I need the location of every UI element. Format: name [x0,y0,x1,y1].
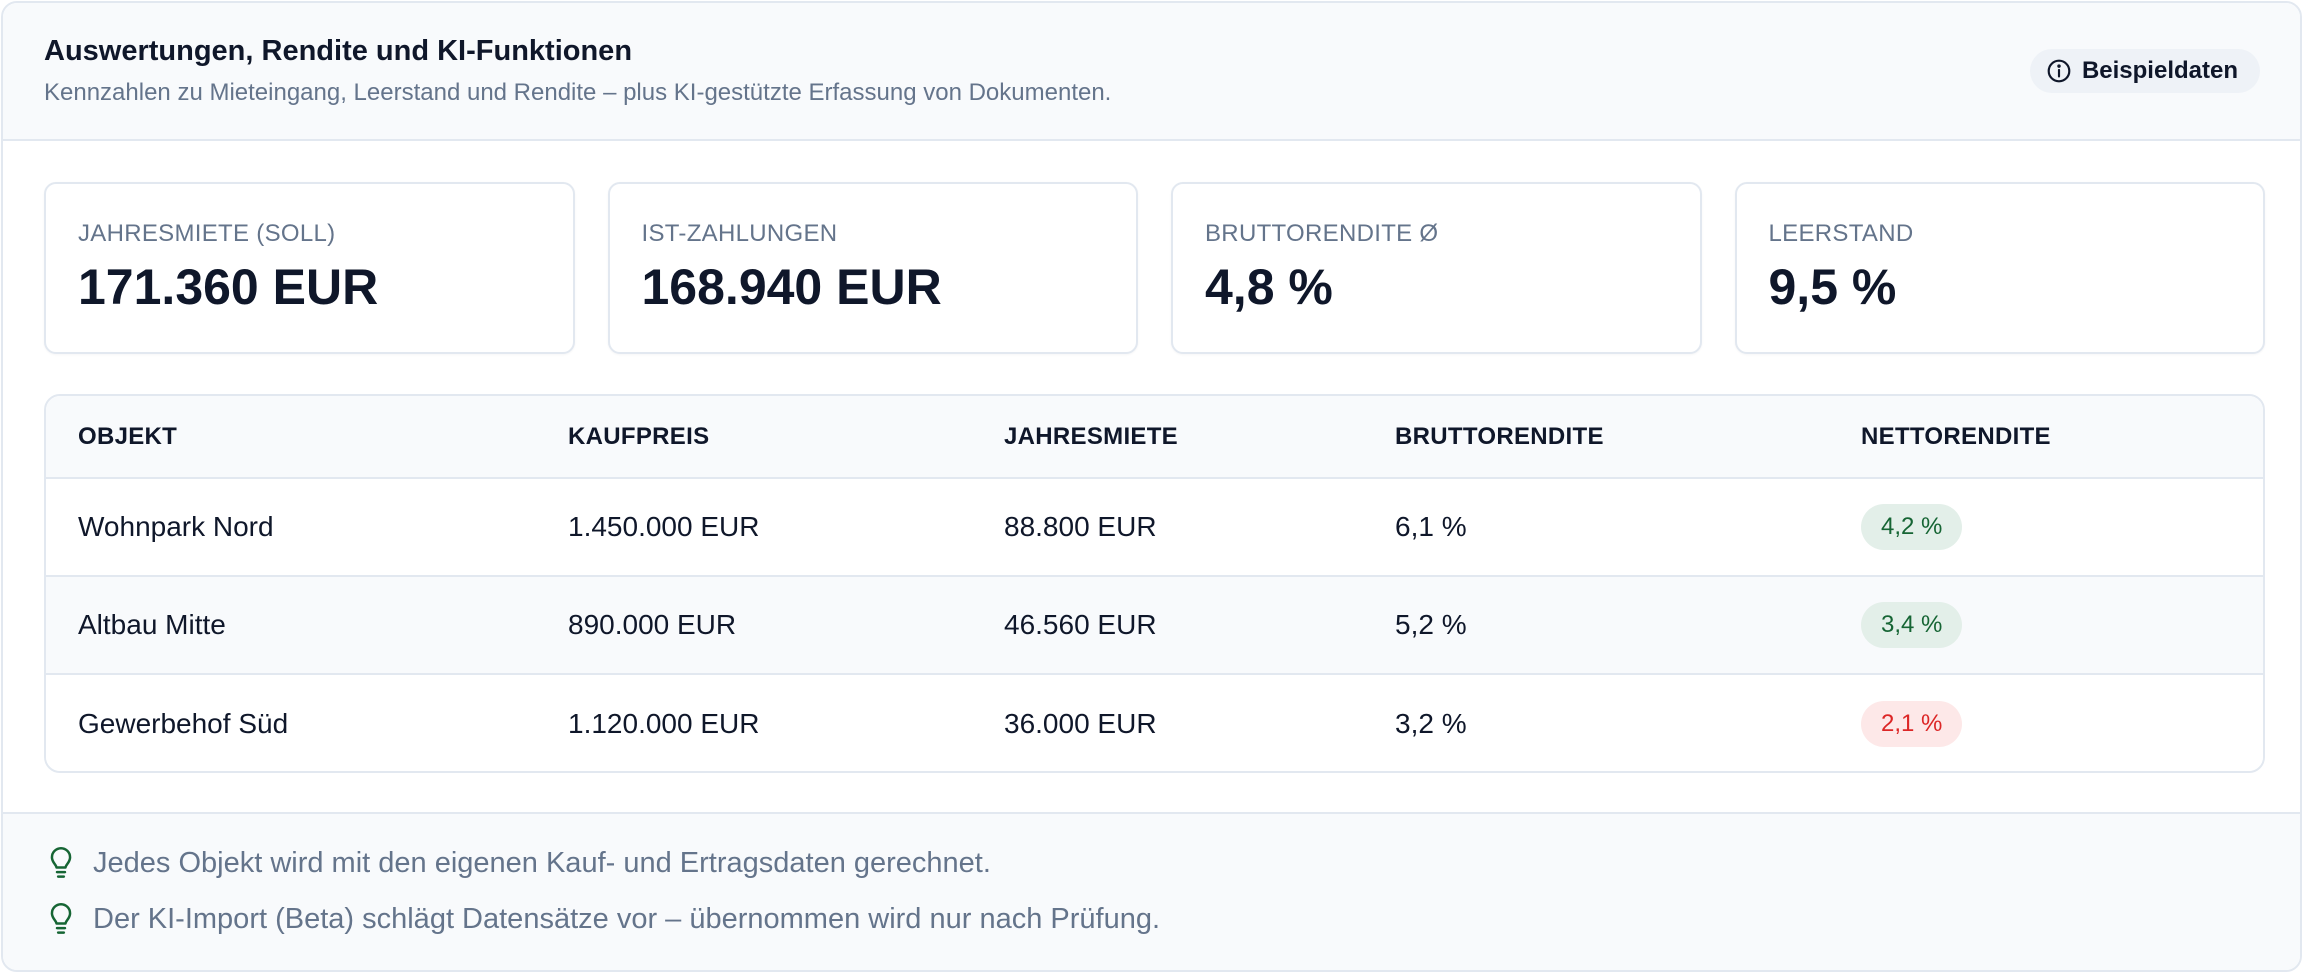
cell-nettorendite: 3,4 % [1861,577,1963,673]
net-yield-badge: 3,4 % [1861,602,1963,648]
cell-jahresmiete: 36.000 EUR [1004,708,1157,739]
cell-nettorendite: 2,1 % [1861,675,1963,771]
page-title: Auswertungen, Rendite und KI-Funktionen [44,35,633,67]
hint-item: Jedes Objekt wird mit den eigenen Kauf- … [47,846,991,880]
column-header-bruttorendite[interactable]: BRUTTORENDITE [1395,422,1604,450]
page-subtitle: Kennzahlen zu Mieteingang, Leerstand und… [44,79,1112,106]
info-icon [2047,59,2071,83]
cell-bruttorendite: 5,2 % [1395,609,1467,640]
lightbulb-icon [50,847,72,878]
net-yield-badge: 2,1 % [1861,701,1963,747]
kpi-card-vacancy: LEERSTAND 9,5 % [1734,182,2265,354]
panel-header: Auswertungen, Rendite und KI-Funktionen … [3,3,2300,141]
yield-table: OBJEKT KAUFPREIS JAHRESMIETE BRUTTORENDI… [44,394,2265,773]
cell-kaufpreis: 1.450.000 EUR [568,511,760,542]
kpi-row: JAHRESMIETE (SOLL) 171.360 EUR IST-ZAHLU… [44,182,2265,354]
kpi-value: 4,8 % [1205,259,1333,315]
table-row[interactable]: Gewerbehof Süd 1.120.000 EUR 36.000 EUR … [46,675,2263,771]
cell-jahresmiete: 88.800 EUR [1004,511,1157,542]
table-row[interactable]: Wohnpark Nord 1.450.000 EUR 88.800 EUR 6… [46,479,2263,577]
cell-bruttorendite: 6,1 % [1395,511,1467,542]
net-yield-badge: 4,2 % [1861,504,1963,550]
lightbulb-icon [50,903,72,934]
sample-data-badge-label: Beispieldaten [2081,57,2238,84]
column-header-jahresmiete[interactable]: JAHRESMIETE [1004,422,1178,450]
kpi-card-gross-yield: BRUTTORENDITE Ø 4,8 % [1171,182,1702,354]
kpi-label: IST-ZAHLUNGEN [641,220,838,247]
hint-text: Der KI-Import (Beta) schlägt Datensätze … [93,902,1161,935]
table-row[interactable]: Altbau Mitte 890.000 EUR 46.560 EUR 5,2 … [46,577,2263,675]
column-header-objekt[interactable]: OBJEKT [78,422,178,450]
hints-footer: Jedes Objekt wird mit den eigenen Kauf- … [3,812,2300,970]
hint-text: Jedes Objekt wird mit den eigenen Kauf- … [93,846,991,879]
sample-data-badge[interactable]: Beispieldaten [2029,49,2260,93]
kpi-value: 171.360 EUR [78,259,379,315]
kpi-label: LEERSTAND [1768,220,1914,247]
cell-jahresmiete: 46.560 EUR [1004,609,1157,640]
kpi-label: JAHRESMIETE (SOLL) [78,220,336,247]
cell-kaufpreis: 890.000 EUR [568,609,737,640]
column-header-nettorendite[interactable]: NETTORENDITE [1861,422,2051,450]
kpi-value: 168.940 EUR [641,259,942,315]
cell-objekt: Gewerbehof Süd [78,708,289,739]
table-header-row: OBJEKT KAUFPREIS JAHRESMIETE BRUTTORENDI… [46,396,2263,479]
cell-kaufpreis: 1.120.000 EUR [568,708,760,739]
column-header-kaufpreis[interactable]: KAUFPREIS [568,422,710,450]
cell-objekt: Altbau Mitte [78,609,226,640]
cell-bruttorendite: 3,2 % [1395,708,1467,739]
kpi-label: BRUTTORENDITE Ø [1205,220,1439,247]
kpi-card-actual-payments: IST-ZAHLUNGEN 168.940 EUR [607,182,1138,354]
cell-objekt: Wohnpark Nord [78,511,274,542]
kpi-value: 9,5 % [1768,259,1897,315]
hint-item: Der KI-Import (Beta) schlägt Datensätze … [47,902,1160,936]
kpi-card-annual-rent: JAHRESMIETE (SOLL) 171.360 EUR [44,182,575,354]
cell-nettorendite: 4,2 % [1861,479,1963,575]
